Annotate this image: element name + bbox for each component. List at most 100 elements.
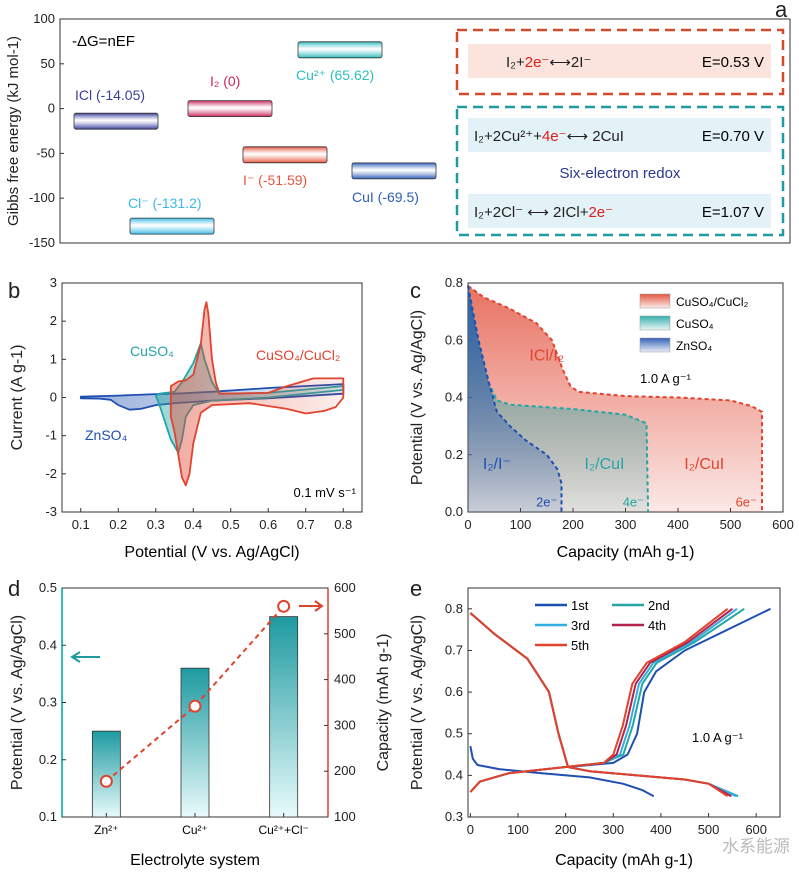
capacity-point (99, 774, 113, 788)
discharge-curve-2 (467, 285, 563, 512)
panel-d-ytick-label: 0.1 (39, 809, 57, 824)
panel-c-ytick-label: 0.0 (445, 504, 463, 519)
legend-swatch (639, 315, 671, 331)
panel-c-xtick-label: 0 (464, 517, 471, 532)
charge-curve-5th (469, 608, 729, 793)
region-label: 4e⁻ (623, 494, 644, 509)
panel-a-ytick-label: -150 (29, 235, 55, 250)
energy-level-Cu2+ (297, 41, 383, 59)
reaction-background (468, 118, 771, 152)
panel-e-ytick-label: 0.5 (445, 726, 463, 741)
legend-label: CuSO₄ (676, 317, 714, 331)
panel-d-ytick-label: 600 (334, 580, 356, 595)
panel-d-xlabel: Electrolyte system (130, 852, 260, 869)
panel-e-ytick-label: 0.6 (445, 684, 463, 699)
panel-e-xtick-label: 600 (745, 822, 767, 837)
panel-b-xlabel: Potential (V vs. Ag/AgCl) (124, 544, 299, 561)
panel-b-ylabel: Current (A g-1) (9, 345, 26, 451)
category-label: Zn²⁺ (94, 823, 118, 837)
panel-b-xtick-label: 0.6 (259, 517, 277, 532)
panel-c-xtick-label: 300 (615, 517, 637, 532)
legend-swatch (639, 337, 671, 353)
region-label: I₂/I⁻ (483, 456, 511, 473)
energy-level-CuI (351, 162, 437, 180)
reaction-potential: E=0.53 V (702, 54, 764, 71)
two-electron-box (455, 28, 785, 96)
legend-label: 4th (648, 618, 666, 633)
reaction-equation: I₂+2Cl⁻ ⟷ 2ICl+2e⁻ (474, 204, 613, 221)
reaction-electrons: 4e⁻ (542, 128, 567, 145)
discharge-curve-1st (469, 746, 655, 798)
panel-b-xtick-label: 0.8 (334, 517, 352, 532)
legend-label: 5th (571, 638, 589, 653)
six-electron-box (455, 105, 785, 237)
panel-c-xlabel: Capacity (mAh g-1) (557, 544, 695, 561)
panel-a-ytick-label: -50 (36, 145, 55, 160)
cv-curve-2 (169, 301, 345, 487)
reaction-part: I₂+2Cu²⁺+ (474, 128, 542, 145)
energy-level-label: I₂ (0) (210, 73, 240, 89)
panel-d-ytick-label: 100 (334, 809, 356, 824)
energy-level-label: I⁻ (-51.59) (243, 172, 307, 188)
panel-c-xtick-label: 400 (667, 517, 689, 532)
panel-c-xtick-label: 600 (772, 517, 794, 532)
reaction-equation: I₂+2e⁻⟷2I⁻ (506, 54, 591, 71)
bar-1 (180, 667, 210, 818)
reaction-potential: E=0.70 V (702, 128, 764, 145)
panel-letter-b: b (8, 278, 20, 303)
energy-level-I2 (187, 100, 273, 117)
panel-d-ylabel: Potential (V vs. Ag/AgCl) (9, 615, 26, 790)
panel-d-ytick-label: 0.5 (39, 580, 57, 595)
bar-2 (269, 616, 299, 818)
panel-c-xtick-label: 100 (510, 517, 532, 532)
panel-b-xtick-label: 0.1 (72, 517, 90, 532)
panel-letter-e: e (410, 576, 422, 601)
legend-label: CuSO₄/CuCl₂ (676, 295, 749, 309)
panel-a-ytick-label: 100 (33, 11, 55, 26)
panel-c-ytick-label: 0.6 (445, 332, 463, 347)
legend-label: 3rd (571, 618, 590, 633)
panel-b-ytick-label: 0 (50, 390, 57, 405)
panel-b-annotation: 0.1 mV s⁻¹ (294, 485, 357, 500)
reaction-background (468, 44, 771, 78)
panel-b-xtick-label: 0.5 (222, 517, 240, 532)
panel-c-ytick-label: 0.2 (445, 447, 463, 462)
panel-b-ytick-label: 2 (50, 313, 57, 328)
panel-e-xtick-label: 0 (467, 822, 474, 837)
reaction-electrons: 2e⁻ (525, 54, 550, 71)
legend-label: ZnSO₄ (676, 339, 712, 353)
panel-d-ytick-label: 300 (334, 717, 356, 732)
series-label-cuso4-cucl2: CuSO₄/CuCl₂ (256, 347, 340, 363)
panel-d-ytick-label: 500 (334, 626, 356, 641)
panel-b-xtick-label: 0.2 (109, 517, 127, 532)
panel-c-ytick-label: 0.4 (445, 390, 463, 405)
reaction-part: ⟷ 2CuI (567, 128, 624, 145)
legend-label: 2nd (648, 598, 670, 613)
panel-d-ylabel-right: Capacity (mAh g-1) (375, 634, 392, 772)
reaction-part: I₂+2Cl⁻ ⟷ 2ICl+ (474, 204, 589, 221)
panel-c-ytick-label: 0.8 (445, 275, 463, 290)
panel-e-annotation: 1.0 A g⁻¹ (692, 730, 744, 745)
reaction-equation: I₂+2Cu²⁺+4e⁻⟷ 2CuI (474, 128, 624, 145)
charge-curve-2nd (469, 607, 745, 793)
energy-level-I- (242, 146, 328, 164)
capacity-point (188, 699, 202, 713)
panel-a-frame (59, 18, 791, 244)
reaction-potential: E=1.07 V (702, 204, 764, 221)
energy-level-label: Cl⁻ (-131.2) (128, 195, 202, 211)
panel-c-ylabel: Potential (V vs. Ag/AgCl) (409, 310, 426, 485)
region-label: ICl/I₂ (529, 347, 564, 364)
panel-e-xlabel: Capacity (mAh g-1) (555, 852, 693, 869)
six-electron-label: Six-electron redox (560, 165, 681, 182)
charge-curve-1st (567, 607, 771, 768)
reaction-background (468, 194, 771, 228)
panel-b-ytick-label: 3 (50, 275, 57, 290)
energy-level-label: Cu²⁺ (65.62) (296, 67, 374, 83)
panel-e-ytick-label: 0.3 (445, 809, 463, 824)
legend-swatch (639, 293, 671, 309)
discharge-curve-0 (467, 285, 763, 512)
panel-b-xtick-label: 0.4 (184, 517, 202, 532)
panel-a-ytick-label: -100 (29, 190, 55, 205)
panel-e-xtick-label: 300 (602, 822, 624, 837)
discharge-area-2 (468, 285, 562, 512)
